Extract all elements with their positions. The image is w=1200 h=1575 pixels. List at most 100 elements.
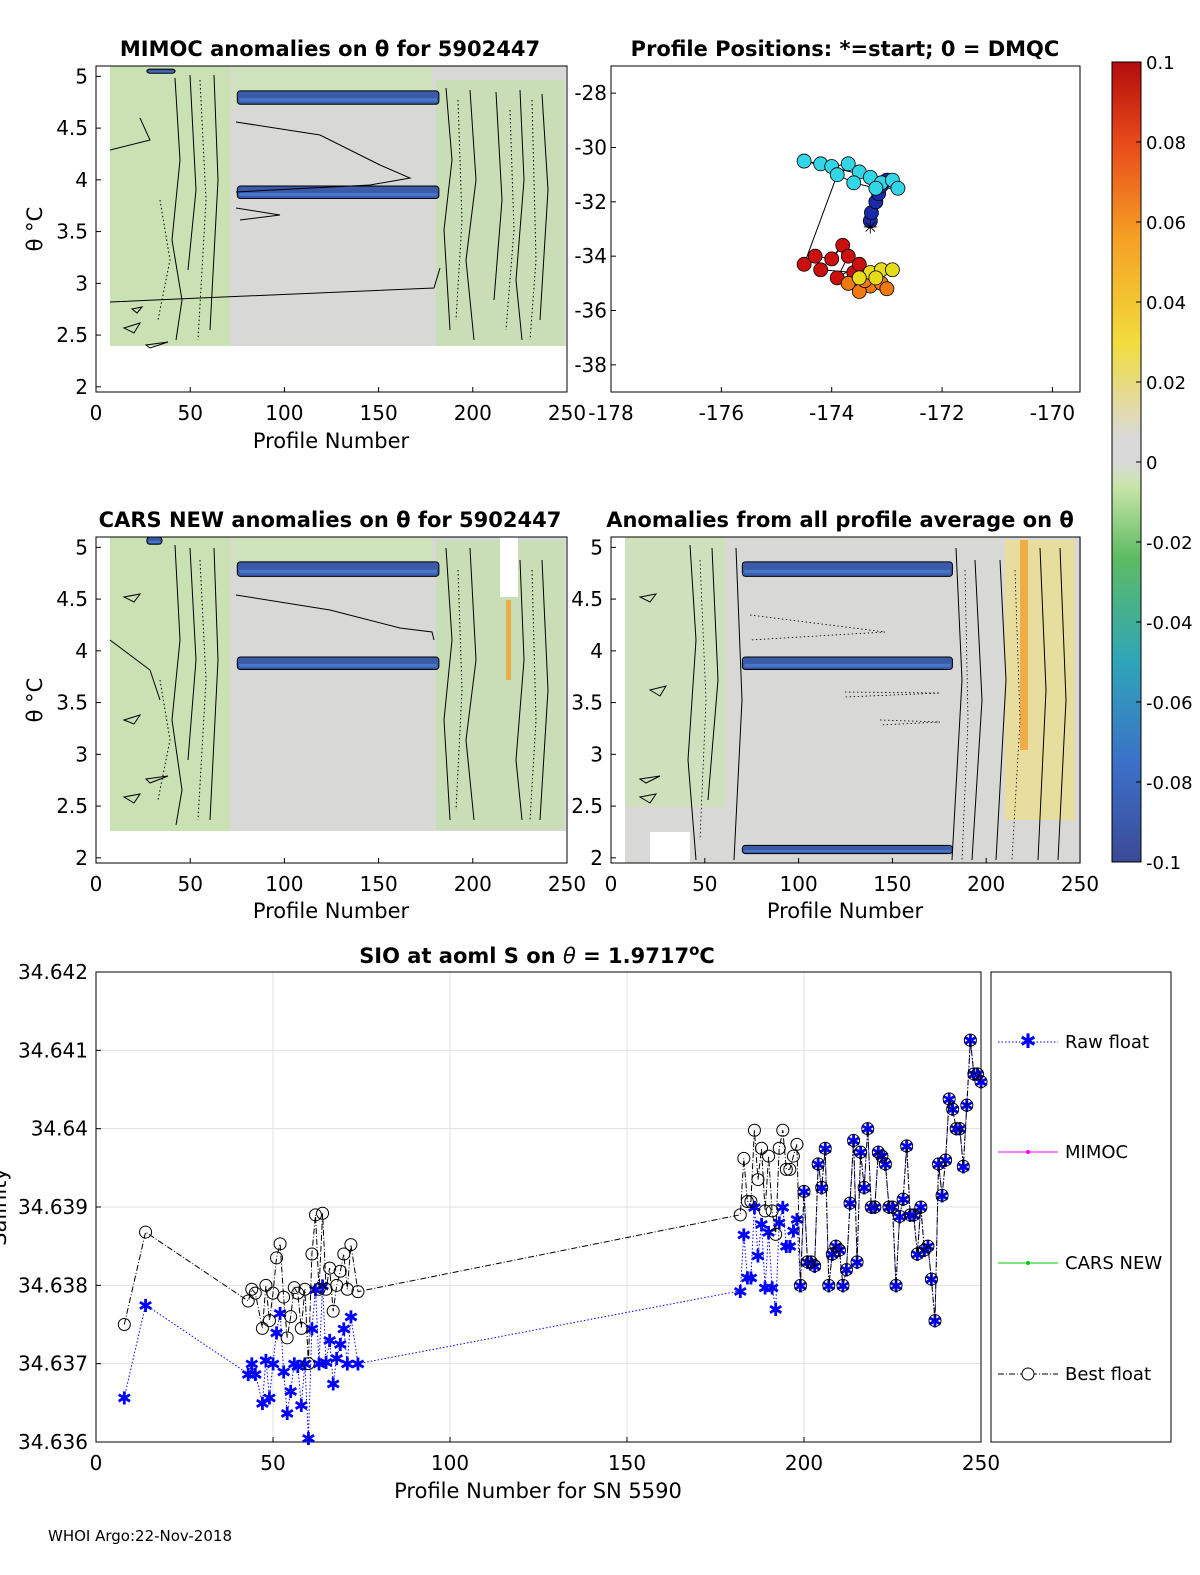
- legend-raw-float: ✱ Raw float: [998, 1029, 1149, 1053]
- x-tick-label: 250: [548, 872, 586, 896]
- position-point: [851, 270, 867, 286]
- colorbar-tick-label: 0.1: [1146, 53, 1175, 74]
- raw-float-point: ✱: [743, 1269, 758, 1290]
- raw-float-point: ✱: [857, 1178, 872, 1199]
- position-point: [840, 156, 856, 172]
- mimoc-early-green-zone: [110, 66, 230, 352]
- best-float-point: [340, 1282, 354, 1296]
- y-tick-label: 2.5: [56, 323, 88, 347]
- raw-float-point: ✱: [782, 1237, 797, 1258]
- best-float-point: [886, 1200, 899, 1214]
- raw-float-point: ✱: [244, 1355, 259, 1376]
- y-tick-label: 4: [75, 168, 88, 192]
- best-float-point: [762, 1149, 776, 1163]
- raw-float-point: ✱: [927, 1312, 942, 1333]
- best-float-point: [117, 1318, 131, 1331]
- position-point: [813, 262, 829, 278]
- colorbar-tick-label: -0.1: [1146, 853, 1181, 874]
- y-tick-label: 4.5: [56, 587, 88, 611]
- colorbar-tick-label: 0: [1146, 453, 1157, 474]
- best-float-point: [333, 1264, 347, 1278]
- best-float-point: [932, 1157, 946, 1171]
- raw-float-point: ✱: [878, 1155, 893, 1176]
- raw-float-point: ✱: [733, 1282, 748, 1303]
- y-tick-label: 34.639: [18, 1195, 88, 1219]
- best-float-point: [850, 1255, 864, 1269]
- anomaly-band: [236, 185, 440, 199]
- raw-float-point: ✱: [793, 1276, 808, 1297]
- y-tick-label: -34: [574, 244, 607, 268]
- y-tick-label: 34.641: [18, 1038, 88, 1062]
- best-float-point: [818, 1141, 832, 1155]
- best-float-point: [744, 1195, 758, 1209]
- raw-float-point: ✱: [779, 1237, 794, 1258]
- raw-float-point: ✱: [800, 1253, 815, 1274]
- y-tick-label: 2.5: [56, 794, 88, 818]
- best-float-point: [836, 1278, 850, 1292]
- best-float-point: [900, 1139, 914, 1153]
- best-float-point: [733, 1208, 747, 1222]
- raw-float-point: ✱: [276, 1363, 291, 1384]
- average-dotted-contours: [699, 559, 1021, 861]
- average-xlabel: Profile Number: [767, 899, 924, 923]
- raw-float-point: ✱: [888, 1276, 903, 1297]
- best-float-point: [942, 1092, 956, 1106]
- best-float-point: [308, 1208, 322, 1222]
- raw-float-point: ✱: [311, 1355, 326, 1376]
- best-float-point: [291, 1286, 305, 1300]
- best-float-point: [280, 1331, 294, 1345]
- colorbar-tick-label: -0.06: [1146, 693, 1193, 714]
- best-float-point: [751, 1173, 765, 1187]
- raw-float-point: ✱: [265, 1355, 280, 1376]
- legend-mimoc: MIMOC: [998, 1142, 1128, 1163]
- best-float-point: [829, 1239, 843, 1253]
- raw-float-point: ✱: [255, 1394, 270, 1415]
- raw-float-point: ✱: [322, 1331, 337, 1352]
- positions-axes-box: [610, 65, 1081, 393]
- x-tick-label: -172: [919, 401, 964, 425]
- salinity-panel: SIO at aoml S on θ = 1.9717oC 0 50 100 150 2…: [0, 941, 1172, 1503]
- anomaly-band-highlight: [239, 569, 437, 574]
- best-float-point: [740, 1195, 754, 1209]
- raw-float-point: ✱: [835, 1276, 850, 1297]
- raw-float-point: ✱: [750, 1247, 765, 1268]
- y-tick-label: 34.636: [18, 1430, 88, 1454]
- positions-points: ✳: [796, 153, 906, 299]
- raw-float-point: ✱: [304, 1319, 319, 1340]
- best-float-point: [815, 1180, 829, 1194]
- raw-float-point: ✱: [736, 1225, 751, 1246]
- raw-float-point: ✱: [761, 1223, 776, 1244]
- best-float-point: [793, 1278, 807, 1292]
- raw-float-point: ✱: [747, 1198, 762, 1219]
- raw-float-point: ✱: [949, 1120, 964, 1141]
- raw-float-point: ✱: [935, 1186, 950, 1207]
- colorbar-tick-label: -0.04: [1146, 613, 1193, 634]
- best-float-point: [776, 1123, 790, 1137]
- raw-float-point: ✱: [258, 1351, 273, 1372]
- position-point: [824, 251, 840, 267]
- best-float-point: [910, 1247, 924, 1261]
- average-blank-a: [650, 832, 690, 863]
- colorbar: 0.1 0.08 0.06 0.04 0.02 0 -0.02 -0.04 -0.06 -0.08…: [1111, 53, 1193, 874]
- cars-xlabel: Profile Number: [253, 899, 410, 923]
- best-float-point: [326, 1304, 340, 1318]
- y-tick-label: 3.5: [56, 220, 88, 244]
- best-float-point: [312, 1282, 326, 1296]
- anomaly-band-highlight: [239, 192, 437, 196]
- x-tick-label: 150: [873, 872, 911, 896]
- mimoc-xlabel: Profile Number: [253, 429, 410, 453]
- raw-float-point: ✱: [336, 1319, 351, 1340]
- y-tick-label: 2: [590, 846, 603, 870]
- y-tick-label: -36: [574, 299, 607, 323]
- best-float-point: [970, 1067, 984, 1081]
- anomaly-band-highlight: [239, 98, 437, 102]
- legend-mimoc-marker: [1026, 1150, 1030, 1154]
- colorbar-tick-label: 0.02: [1146, 373, 1186, 394]
- y-tick-label: -32: [574, 190, 607, 214]
- best-float-point: [871, 1145, 885, 1159]
- y-tick-label: 3: [75, 742, 88, 766]
- x-tick-label: 250: [1061, 872, 1099, 896]
- best-float-point: [755, 1141, 769, 1155]
- best-float-point: [921, 1239, 935, 1253]
- best-float-point: [772, 1141, 786, 1155]
